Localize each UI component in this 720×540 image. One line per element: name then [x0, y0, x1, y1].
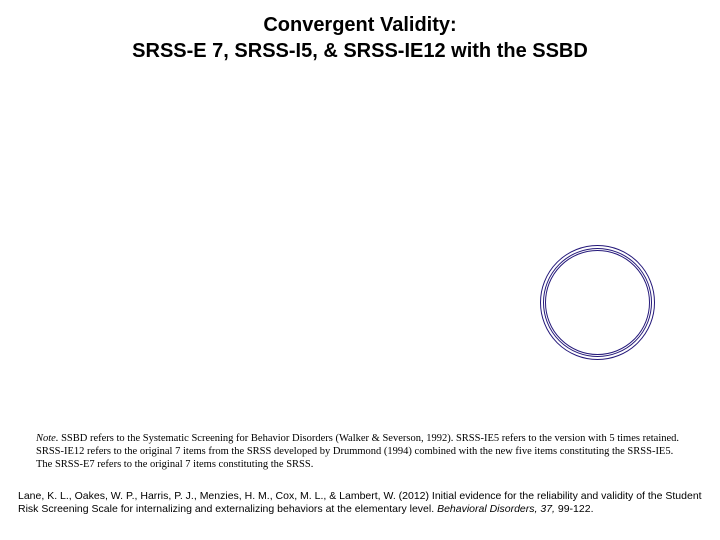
citation-prefix: Lane, K. L., Oakes, W. P., Harris, P. J.…	[18, 490, 702, 515]
slide-title: Convergent Validity: SRSS-E 7, SRSS-I5, …	[0, 0, 720, 64]
decorative-circle	[545, 250, 650, 355]
citation-suffix: 99-122.	[555, 503, 594, 515]
note-label: Note.	[36, 433, 58, 444]
footnote: Note. SSBD refers to the Systematic Scre…	[36, 432, 684, 471]
citation-journal: Behavioral Disorders, 37,	[437, 503, 555, 515]
title-line-1: Convergent Validity:	[0, 12, 720, 38]
title-line-2: SRSS-E 7, SRSS-I5, & SRSS-IE12 with the …	[0, 38, 720, 64]
citation: Lane, K. L., Oakes, W. P., Harris, P. J.…	[18, 490, 702, 516]
note-text: SSBD refers to the Systematic Screening …	[36, 433, 679, 470]
